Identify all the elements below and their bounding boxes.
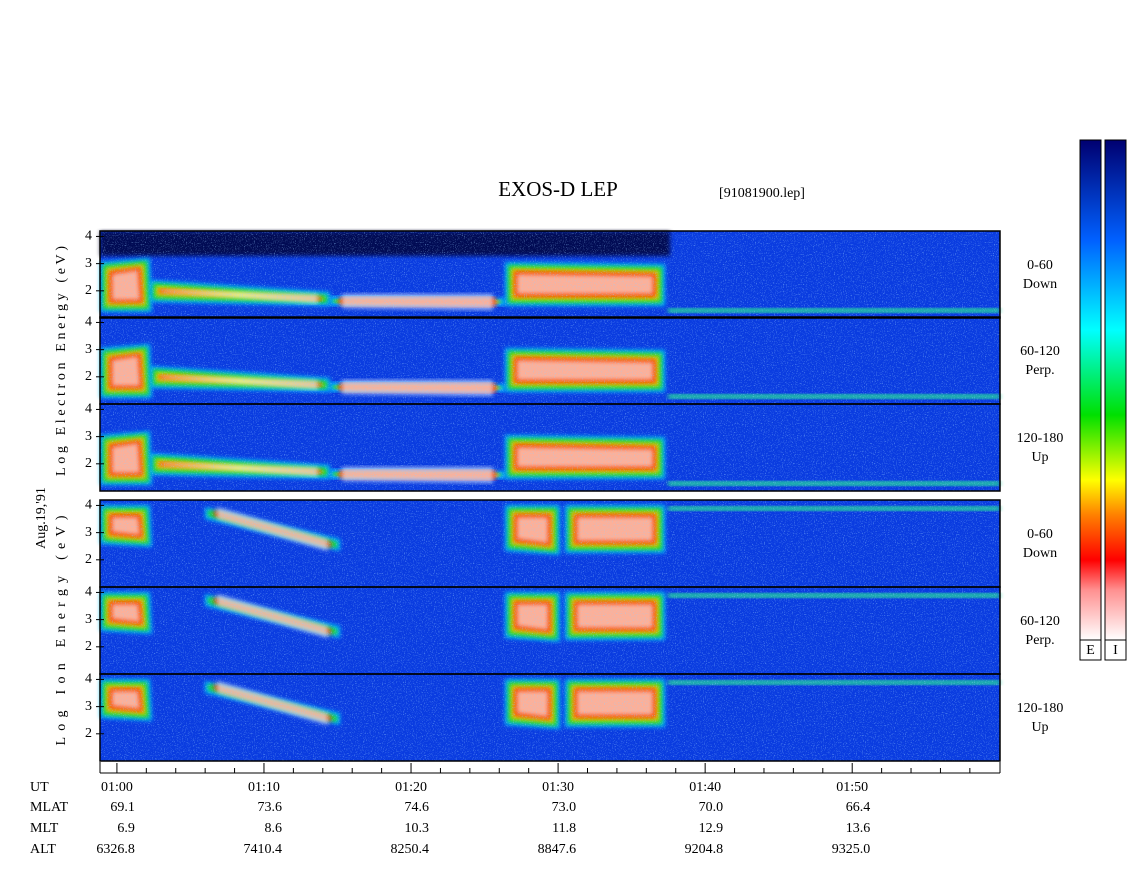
y-tick-label: 3	[85, 699, 92, 714]
ephemeris-value: 8.6	[264, 821, 282, 836]
colorbar	[1079, 139, 1102, 641]
chart-title: EXOS-D LEP	[498, 177, 618, 201]
panel-label: Perp.	[1025, 633, 1054, 648]
panel-label: 0-60	[1027, 258, 1053, 273]
date-label: Aug.19,'91	[34, 487, 49, 549]
panel-label: 120-180	[1017, 701, 1064, 716]
panel-label: 60-120	[1020, 614, 1060, 629]
panel-frame	[99, 403, 1001, 492]
panel-label: 120-180	[1017, 431, 1064, 446]
x-axis-label: UT	[30, 780, 49, 795]
y-tick-label: 2	[85, 726, 92, 741]
y-tick-label: 3	[85, 256, 92, 271]
y-tick-label: 2	[85, 456, 92, 471]
ephemeris-value: 6326.8	[96, 842, 135, 857]
panel-frame	[99, 673, 1001, 762]
y-tick-label: 4	[85, 229, 92, 244]
ephemeris-value: 70.0	[699, 800, 724, 815]
y-tick-label: 4	[85, 672, 92, 687]
y-tick-label: 4	[85, 315, 92, 330]
ephemeris-label: MLAT	[30, 800, 69, 815]
colorbar-label-box	[1104, 639, 1127, 661]
ephemeris-value: 8250.4	[391, 842, 430, 857]
ephemeris-value: 11.8	[552, 821, 576, 836]
y-tick-label: 2	[85, 369, 92, 384]
panel-label: Down	[1023, 546, 1057, 561]
y-axis-label: Log Ion Energy (eV)	[54, 515, 69, 745]
ephemeris-value: 73.6	[257, 800, 282, 815]
x-tick-label: 01:20	[395, 780, 427, 795]
ephemeris-value: 6.9	[117, 821, 135, 836]
panel-label: Perp.	[1025, 363, 1054, 378]
y-tick-label: 3	[85, 525, 92, 540]
ephemeris-value: 9204.8	[685, 842, 724, 857]
ephemeris-value: 7410.4	[243, 842, 282, 857]
y-axis-label: Log Electron Energy (eV)	[54, 246, 69, 476]
y-tick-label: 2	[85, 639, 92, 654]
ephemeris-value: 73.0	[552, 800, 577, 815]
y-tick-label: 3	[85, 342, 92, 357]
spectrogram-noise	[100, 317, 1000, 404]
ephemeris-value: 74.6	[405, 800, 430, 815]
ephemeris-value: 69.1	[110, 800, 135, 815]
spectrogram-noise	[100, 404, 1000, 491]
x-tick-label: 01:00	[101, 780, 133, 795]
panel-frame	[99, 230, 1001, 319]
ephemeris-label: MLT	[30, 821, 59, 836]
ephemeris-value: 10.3	[405, 821, 430, 836]
y-tick-label: 3	[85, 429, 92, 444]
ephemeris-value: 66.4	[846, 800, 871, 815]
x-tick-label: 01:10	[248, 780, 280, 795]
x-tick-label: 01:40	[689, 780, 721, 795]
panel-label: Up	[1031, 720, 1048, 735]
colorbar-label-box	[1079, 639, 1102, 661]
y-tick-label: 2	[85, 283, 92, 298]
spectrogram-noise	[100, 674, 1000, 761]
panel-label: Down	[1023, 277, 1057, 292]
y-tick-label: 4	[85, 585, 92, 600]
colorbar	[1104, 139, 1127, 641]
panel-label: 60-120	[1020, 344, 1060, 359]
spectrogram-noise	[100, 231, 1000, 318]
spectrogram-noise	[100, 587, 1000, 674]
colorbar-label: I	[1113, 643, 1118, 658]
ephemeris-value: 8847.6	[538, 842, 577, 857]
y-tick-label: 3	[85, 612, 92, 627]
panel-label: Up	[1031, 450, 1048, 465]
x-tick-label: 01:30	[542, 780, 574, 795]
ephemeris-value: 13.6	[846, 821, 871, 836]
spectrogram-layer	[100, 231, 1000, 761]
y-tick-label: 4	[85, 402, 92, 417]
chart-subtitle: [91081900.lep]	[719, 186, 805, 201]
panel-label: 0-60	[1027, 527, 1053, 542]
y-tick-label: 4	[85, 498, 92, 513]
y-tick-label: 2	[85, 552, 92, 567]
spectrogram-noise	[100, 500, 1000, 587]
ephemeris-value: 12.9	[699, 821, 724, 836]
x-tick-label: 01:50	[836, 780, 868, 795]
colorbar-label: E	[1086, 643, 1095, 658]
ephemeris-value: 9325.0	[832, 842, 871, 857]
ephemeris-label: ALT	[30, 842, 56, 857]
